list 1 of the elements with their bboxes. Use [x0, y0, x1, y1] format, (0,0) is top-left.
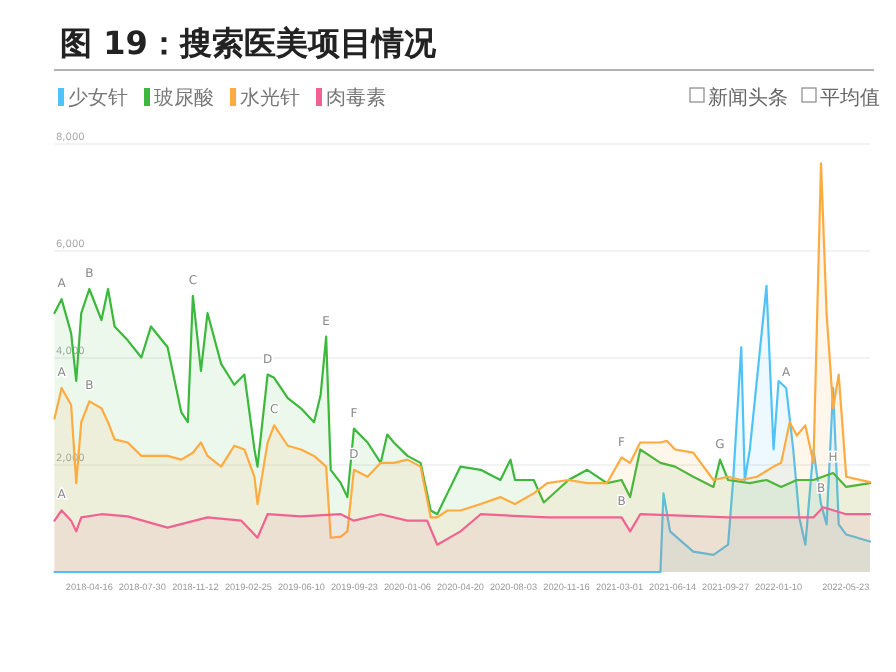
title: 图 19：搜索医美项目情况	[60, 24, 436, 62]
